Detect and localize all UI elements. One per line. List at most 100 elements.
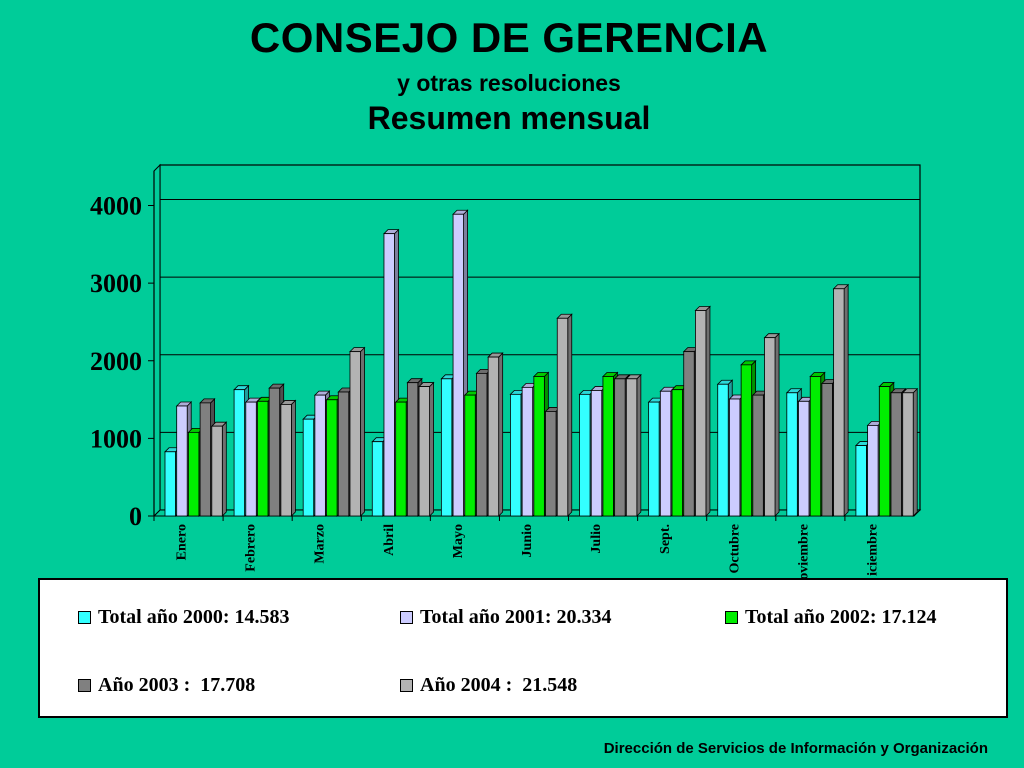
bar-side xyxy=(498,352,504,517)
bar-2002-junio xyxy=(533,376,545,517)
legend-label-2002: Total año 2002: 17.124 xyxy=(745,606,937,628)
x-tick-label: Julio xyxy=(589,524,604,554)
y-tick-label: 1000 xyxy=(90,424,142,453)
x-tick-label: Febrero xyxy=(244,524,259,572)
bar-2001-enero xyxy=(176,405,188,517)
bar-2004-oviembre xyxy=(833,288,845,517)
bar-2002-sept xyxy=(671,389,683,517)
y-tick-label: 3000 xyxy=(90,269,142,298)
bar-2003-marzo xyxy=(337,391,350,517)
legend-swatch-2000 xyxy=(78,611,91,624)
x-tick-label: oviembre xyxy=(796,524,811,580)
legend-label-2003: Año 2003 : 17.708 xyxy=(98,674,256,696)
bar-2000-oviembre xyxy=(786,392,798,517)
legend-item-2002: Total año 2002: 17.124 xyxy=(725,606,937,629)
page-title: CONSEJO DE GERENCIA xyxy=(249,14,769,61)
bar-side xyxy=(774,332,780,517)
bar-2004-mayo xyxy=(487,356,500,517)
bar-2000-junio xyxy=(510,393,522,517)
bar-2002-julio xyxy=(602,376,614,517)
x-tick-label: Junio xyxy=(520,524,535,557)
x-tick-label: iciembre xyxy=(865,524,880,576)
bar-side xyxy=(221,421,227,517)
bar-2003-julio xyxy=(614,378,626,517)
footer-credit: Dirección de Servicios de Información y … xyxy=(603,740,988,757)
bar-2004-sept xyxy=(695,310,707,517)
x-tick-label: Sept. xyxy=(658,524,673,554)
bar-2003-oviembre xyxy=(821,383,833,517)
legend-label-2000: Total año 2000: 14.583 xyxy=(98,606,290,628)
bar-side xyxy=(567,313,573,517)
y-tick-label: 2000 xyxy=(90,347,142,376)
bar-2000-octubre xyxy=(717,383,729,517)
page-subtitle: y otras resoluciones xyxy=(397,70,621,96)
chart-legend: Total año 2000: 14.583 Total año 2001: 2… xyxy=(38,578,1008,718)
x-tick-label: Abril xyxy=(382,524,397,556)
bar-2002-mayo xyxy=(464,394,476,517)
bar-side xyxy=(843,283,849,517)
bar-2003-febrero xyxy=(268,387,281,517)
bar-2000-mayo xyxy=(440,378,453,517)
bar-2004-octubre xyxy=(764,337,776,517)
bar-2001-junio xyxy=(521,386,534,517)
plot-side-wall xyxy=(153,163,161,518)
legend-label-2004: Año 2004 : 21.548 xyxy=(420,674,578,696)
bar-2004-junio xyxy=(556,317,569,517)
bar-2003-iciembre xyxy=(890,392,902,517)
bar-2001-oviembre xyxy=(798,400,810,517)
legend-label-2001: Total año 2001: 20.334 xyxy=(420,606,612,628)
x-tick-label: Mayo xyxy=(451,524,466,558)
bar-2001-iciembre xyxy=(867,424,879,517)
bar-2000-julio xyxy=(579,393,591,517)
bar-2001-marzo xyxy=(314,394,326,517)
bar-2003-mayo xyxy=(476,372,488,517)
bar-2004-iciembre xyxy=(902,392,914,517)
y-tick-label: 4000 xyxy=(90,192,142,221)
legend-item-2001: Total año 2001: 20.334 xyxy=(400,606,612,629)
bar-2001-abril xyxy=(383,233,395,517)
legend-swatch-2001 xyxy=(400,611,413,624)
bar-2003-junio xyxy=(545,411,557,517)
bar-side xyxy=(360,346,365,517)
bar-2002-octubre xyxy=(740,364,753,517)
bar-side xyxy=(705,305,711,517)
bar-2004-abril xyxy=(418,386,430,517)
bar-chart: 0 1000 2000 3000 4000 Enero Febrero Marzo Abril M… xyxy=(90,163,922,580)
bar-2003-sept xyxy=(683,351,695,517)
x-tick-label: Octubre xyxy=(727,524,742,574)
legend-swatch-2003 xyxy=(78,679,91,692)
bar-2001-febrero xyxy=(245,401,257,517)
bar-2004-enero xyxy=(211,425,223,517)
bar-2000-febrero xyxy=(233,389,245,517)
bar-2001-julio xyxy=(590,390,603,517)
bar-2001-mayo xyxy=(452,213,464,517)
bar-2004-febrero xyxy=(280,404,292,517)
bar-2002-abril xyxy=(395,401,407,517)
bar-2002-marzo xyxy=(326,399,338,517)
bar-2004-julio xyxy=(625,378,638,517)
bar-2003-octubre xyxy=(752,394,764,517)
legend-item-2000: Total año 2000: 14.583 xyxy=(78,606,290,629)
bar-2000-abril xyxy=(371,441,384,517)
bar-2002-febrero xyxy=(257,400,269,517)
y-tick-label: 0 xyxy=(129,502,142,531)
x-tick-label: Marzo xyxy=(313,524,328,564)
bar-side xyxy=(912,387,918,517)
bar-2003-enero xyxy=(199,402,212,517)
bar-side xyxy=(290,399,296,517)
bar-2003-abril xyxy=(406,382,419,517)
bar-2002-enero xyxy=(187,431,200,517)
legend-item-2004: Año 2004 : 21.548 xyxy=(400,674,577,697)
bar-2001-octubre xyxy=(729,398,741,517)
bar-2002-oviembre xyxy=(809,376,822,517)
bar-side xyxy=(636,373,642,517)
page-subtitle-2: Resumen mensual xyxy=(367,100,651,136)
bar-2001-sept xyxy=(659,390,672,517)
bar-2000-sept xyxy=(648,401,660,517)
bar-2000-iciembre xyxy=(855,445,867,517)
legend-item-2003: Año 2003 : 17.708 xyxy=(78,674,255,697)
legend-swatch-2002 xyxy=(725,611,738,624)
x-tick-label: Enero xyxy=(175,524,190,560)
bar-side xyxy=(429,381,434,517)
bar-2004-marzo xyxy=(349,351,361,517)
